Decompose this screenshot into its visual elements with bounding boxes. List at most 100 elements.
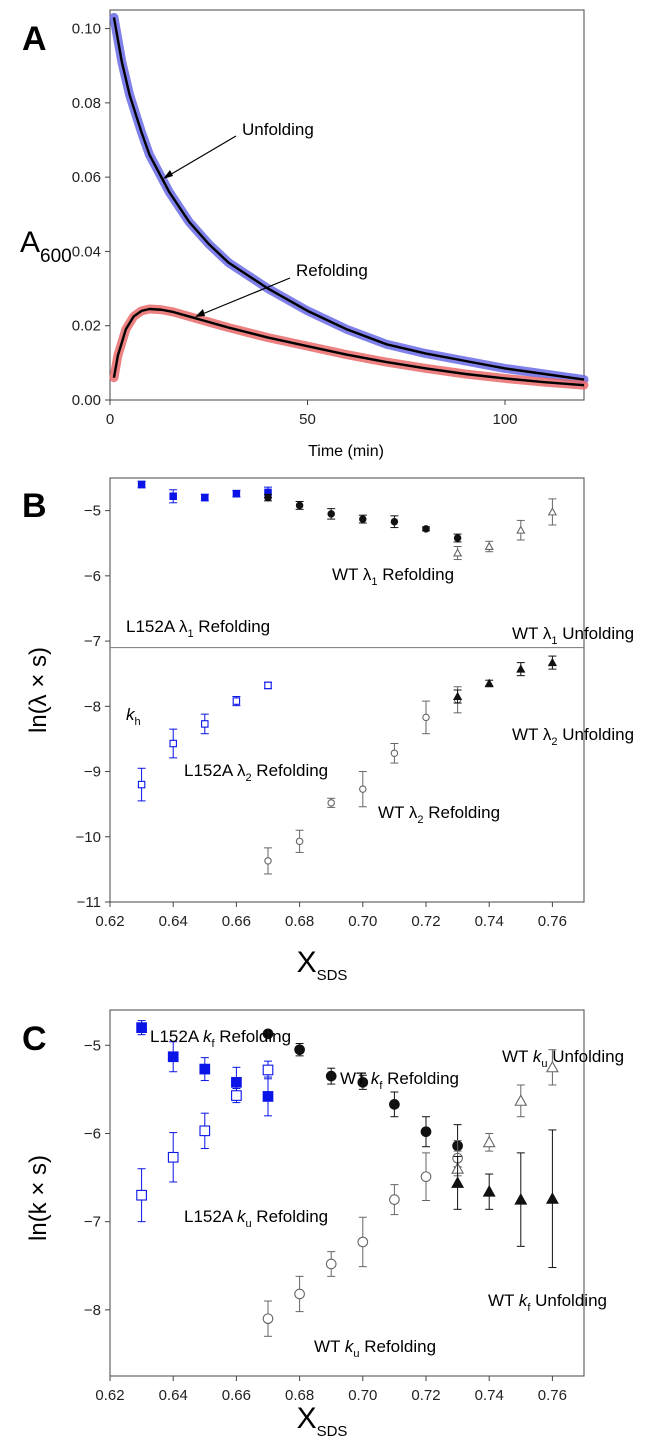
panel-b-xtick-label: 0.76 (538, 913, 567, 930)
panel-c-frame (109, 1009, 585, 1377)
panel-b-xtick-label: 0.66 (222, 913, 251, 930)
annotation-wt-l1-refolding: WT λ1 Refolding (332, 565, 454, 588)
wt-ku-ref-point (325, 1258, 337, 1270)
panel-a-xlabel: Time (min) (308, 443, 384, 460)
arrow-unfolding-head (163, 170, 173, 179)
panel-c-ytick-label: −6 (84, 1125, 101, 1142)
panel-c: C 0.62 0.64 0.66 0.68 0.70 0.72 0.74 0.76 −8 −7 −6… (22, 1009, 624, 1440)
annotation-wt-l2-refolding: WT λ2 Refolding (378, 803, 500, 826)
wt-kf-unf-point (514, 1192, 528, 1205)
panel-a-ytick-label: 0.02 (72, 318, 101, 335)
l152a-l2-ref-point (264, 681, 272, 690)
l152a-ku-ref-point (262, 1064, 274, 1076)
unfolding-trace (109, 12, 589, 385)
wt-l2-unf-point (484, 678, 494, 687)
panel-b-xtick-label: 0.74 (475, 913, 504, 930)
panel-b-ytick-label: −11 (77, 894, 101, 911)
annotation-kh: kh (126, 705, 141, 728)
annotation-wt-ku-refolding: WT ku Refolding (314, 1337, 436, 1360)
panel-b-xtick-label: 0.64 (159, 913, 188, 930)
panel-c-ytick-label: −5 (84, 1037, 101, 1054)
wt-kf-ref-point (389, 1099, 400, 1110)
panel-c-ylabel: ln(k × s) (25, 1155, 52, 1241)
panel-a-frame (109, 9, 585, 401)
l152a-l1-ref-point (169, 492, 177, 501)
l152a-kf-ref-point (231, 1076, 242, 1088)
panel-a-ytick-label: 0.00 (72, 392, 101, 409)
wt-l1-ref-point (390, 517, 399, 526)
l152a-l2-ref-point (232, 697, 241, 705)
annotation-wt-l2-unfolding: WT λ2 Unfolding (512, 725, 634, 748)
l152a-kf-ref-point (167, 1051, 179, 1063)
panel-c-xtick-label: 0.64 (159, 1387, 188, 1404)
wt-kf-ref-point (325, 1070, 337, 1082)
l152a-kf-ref-point (136, 1022, 147, 1033)
panel-a-ticks: 0 50 100 0.00 0.02 0.04 0.06 0.08 0.10 (72, 21, 518, 428)
wt-l1-unf-point (516, 525, 526, 534)
wt-ku-ref-point (262, 1313, 274, 1325)
wt-l2-ref-point (422, 713, 430, 722)
l152a-kf-ref-point (262, 1091, 274, 1102)
wt-ku-ref-point (420, 1171, 432, 1183)
wt-l1-ref-point (359, 515, 367, 523)
wt-ku-ref-point (294, 1288, 305, 1300)
l152a-ku-ref-point (136, 1189, 147, 1201)
l152a-l1-ref-point (201, 493, 209, 502)
wt-ku-ref-point (357, 1236, 369, 1248)
annotation-l152a-ku-refolding: L152A ku Refolding (184, 1207, 328, 1230)
wt-kf-unf-point (451, 1176, 465, 1188)
panel-b-ticks: 0.62 0.64 0.66 0.68 0.70 0.72 0.74 0.76 −11 −10 −9… (76, 503, 567, 930)
wt-ku-ref-point (389, 1194, 400, 1205)
panel-a-ylabel: A600 (20, 226, 72, 267)
arrow-unfolding (167, 135, 237, 177)
panel-c-ytick-label: −7 (84, 1214, 101, 1231)
panel-b-ytick-label: −9 (84, 764, 101, 781)
wt-l2-ref-point (390, 749, 399, 758)
annotation-l152a-kf-refolding: L152A kf Refolding (150, 1027, 291, 1050)
panel-c-xtick-label: 0.70 (348, 1387, 377, 1404)
panel-b-xtick-label: 0.68 (285, 913, 314, 930)
panel-b-letter: B (22, 487, 47, 525)
panel-a-traces (109, 12, 589, 390)
wt-l2-ref-point (327, 799, 335, 807)
panel-a-letter: A (22, 20, 47, 58)
panel-b-xtick-label: 0.70 (348, 913, 377, 930)
panel-b-ytick-label: −6 (84, 568, 101, 585)
wt-l1-ref-point (422, 525, 430, 533)
l152a-ku-ref-point (199, 1125, 211, 1137)
panel-a-xtick-label: 0 (106, 411, 114, 428)
panel-c-xtick-label: 0.66 (222, 1387, 251, 1404)
annotation-refolding: Refolding (296, 261, 368, 280)
wt-l1-unf-point (547, 507, 558, 516)
annotation-wt-kf-unfolding: WT kf Unfolding (488, 1291, 607, 1314)
panel-b-points (137, 480, 558, 875)
wt-l1-ref-point (453, 534, 462, 542)
panel-b-ytick-label: −8 (84, 698, 101, 715)
panel-b-ylabel: ln(λ × s) (25, 647, 52, 733)
panel-c-ytick-label: −8 (84, 1302, 101, 1319)
l152a-ku-ref-point (167, 1151, 179, 1163)
wt-l1-unf-point (484, 541, 494, 550)
l152a-l2-ref-point (169, 739, 177, 748)
arrow-refolding (199, 277, 291, 316)
wt-kf-ref-point (294, 1044, 305, 1056)
refolding-fit-line (112, 307, 585, 387)
panel-a-ytick-label: 0.04 (72, 243, 101, 260)
wt-ku-unf-point (514, 1094, 528, 1106)
panel-b-xlabel: XSDS (297, 946, 348, 984)
l152a-l1-ref-point (232, 489, 241, 498)
wt-l2-ref-point (359, 785, 367, 793)
wt-l2-ref-point (295, 837, 304, 846)
annotation-unfolding: Unfolding (242, 120, 314, 139)
panel-c-xtick-label: 0.74 (475, 1387, 504, 1404)
panel-c-xlabel: XSDS (297, 1402, 348, 1440)
panel-a-ytick-label: 0.08 (72, 95, 101, 112)
panel-a-ytick-label: 0.06 (72, 169, 101, 186)
l152a-l1-ref-point (137, 480, 146, 489)
annotation-wt-kf-refolding: WT kf Refolding (340, 1069, 459, 1092)
wt-ku-unf-point (482, 1135, 496, 1148)
panel-a-xtick-label: 50 (299, 411, 316, 428)
annotation-wt-ku-unfolding: WT ku Unfolding (502, 1047, 624, 1070)
panel-c-xtick-label: 0.68 (285, 1387, 314, 1404)
